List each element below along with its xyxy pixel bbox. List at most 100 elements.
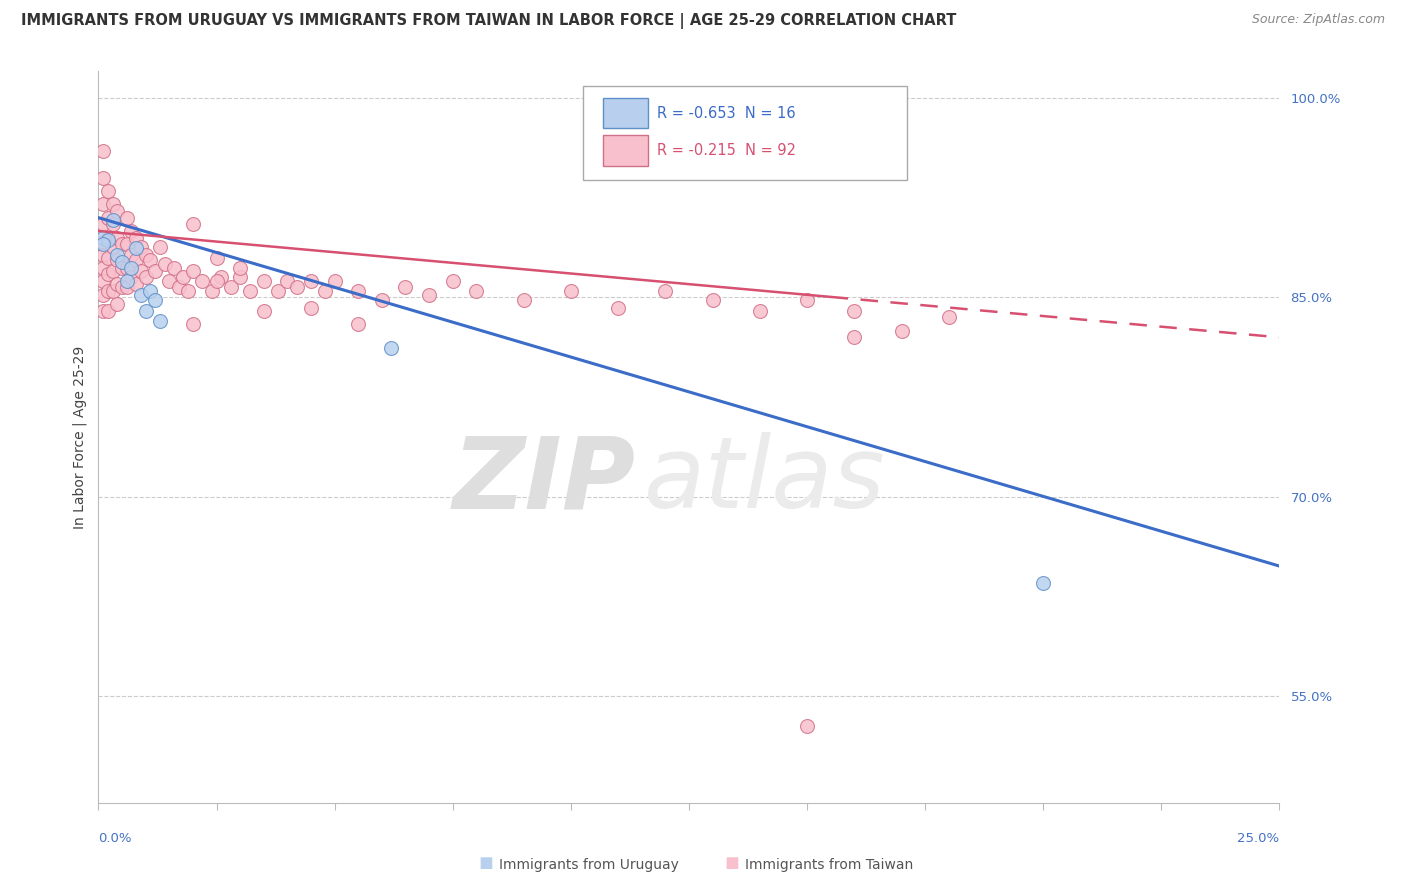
Point [97,233,120,247]
Point [125,230,148,244]
Point [276,275,298,289]
FancyBboxPatch shape [603,98,648,128]
Point [101,240,124,254]
Point [512,293,534,307]
Point [394,280,416,294]
Point [101,197,124,211]
Text: ◼: ◼ [478,855,494,872]
Point [191,275,214,289]
Point [115,280,138,294]
Point [91,170,114,185]
Point [97,284,120,298]
Text: R = -0.653  N = 16: R = -0.653 N = 16 [657,105,796,120]
Text: IMMIGRANTS FROM URUGUAY VS IMMIGRANTS FROM TAIWAN IN LABOR FORCE | AGE 25-29 COR: IMMIGRANTS FROM URUGUAY VS IMMIGRANTS FR… [21,13,956,29]
Text: Immigrants from Taiwan: Immigrants from Taiwan [745,858,914,872]
Point [97,230,120,244]
Text: ◼: ◼ [724,855,740,872]
Point [181,317,204,331]
Point [125,277,148,292]
Point [91,287,114,301]
Point [91,197,114,211]
Point [101,217,124,231]
Text: ZIP: ZIP [453,433,636,530]
Point [101,284,124,298]
Point [135,248,157,262]
Point [91,261,114,276]
Point [97,267,120,281]
Point [91,237,114,252]
Point [111,280,134,294]
Point [149,240,172,254]
Point [97,184,120,198]
Point [97,303,120,318]
Point [323,275,346,289]
Point [105,297,128,311]
Point [121,261,143,276]
Point [157,275,180,289]
Point [97,211,120,225]
Point [149,314,172,328]
Point [91,230,114,244]
Point [172,270,194,285]
Point [129,287,152,301]
Point [205,275,228,289]
FancyBboxPatch shape [582,86,907,179]
Point [347,317,370,331]
Point [299,275,322,289]
Point [560,284,582,298]
Point [91,144,114,158]
Point [111,261,134,276]
Point [239,284,262,298]
Text: R = -0.215  N = 92: R = -0.215 N = 92 [657,143,796,158]
Point [347,284,370,298]
Point [748,303,770,318]
Point [91,248,114,262]
Point [135,270,157,285]
Point [105,204,128,219]
Y-axis label: In Labor Force | Age 25-29: In Labor Force | Age 25-29 [73,345,87,529]
Point [441,275,464,289]
Point [253,275,276,289]
Text: 25.0%: 25.0% [1237,832,1279,845]
Point [129,264,152,278]
Point [177,284,200,298]
Point [139,253,162,268]
Point [181,217,204,231]
Point [121,270,143,285]
Point [205,251,228,265]
Point [153,257,176,271]
Point [253,303,276,318]
Point [91,303,114,318]
Point [91,217,114,231]
Point [115,275,138,289]
Point [267,284,290,298]
Point [91,275,114,289]
Point [890,324,912,338]
Point [380,341,402,355]
Point [143,264,166,278]
Point [844,303,866,318]
Text: Source: ZipAtlas.com: Source: ZipAtlas.com [1251,13,1385,27]
Text: 0.0%: 0.0% [98,832,132,845]
Point [115,211,138,225]
Point [125,241,148,255]
Text: Immigrants from Uruguay: Immigrants from Uruguay [499,858,679,872]
Text: atlas: atlas [644,433,886,530]
Point [418,287,440,301]
Point [101,264,124,278]
Point [181,264,204,278]
Point [229,261,252,276]
Point [1032,576,1054,591]
Point [111,237,134,252]
Point [139,284,162,298]
Point [125,253,148,268]
Point [167,280,190,294]
Point [115,261,138,276]
Point [129,240,152,254]
Point [163,261,186,276]
Point [91,235,114,249]
Point [105,230,128,244]
Point [702,293,724,307]
Point [607,301,630,315]
Point [796,293,818,307]
